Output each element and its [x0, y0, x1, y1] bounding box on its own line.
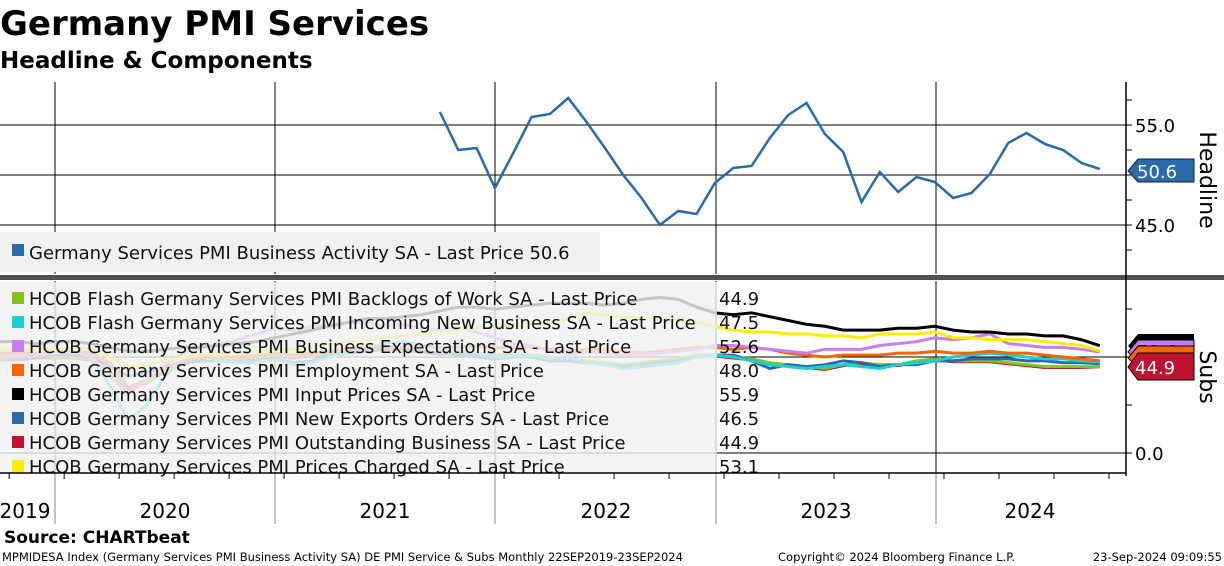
tag-headline-value: 50.6	[1137, 162, 1177, 183]
legend-label: HCOB Germany Services PMI Outstanding Bu…	[29, 433, 626, 454]
legend-last-value: 46.5	[719, 409, 759, 430]
series-line-headline	[438, 96, 1101, 227]
legend-last-value: 44.9	[719, 433, 759, 454]
year-label: 2020	[140, 499, 191, 523]
legend-last-value: 47.5	[719, 313, 759, 334]
legend-swatch	[12, 340, 24, 352]
legend-label: HCOB Germany Services PMI Input Prices S…	[29, 385, 535, 406]
legend-swatch	[12, 364, 24, 376]
legend-label: HCOB Flash Germany Services PMI Incoming…	[29, 313, 696, 334]
headline-legend-box	[0, 232, 600, 272]
year-label: 2019	[0, 499, 50, 523]
year-label: 2023	[801, 499, 852, 523]
legend-label: HCOB Germany Services PMI Prices Charged…	[29, 457, 565, 478]
legend-label: HCOB Germany Services PMI New Exports Or…	[29, 409, 609, 430]
y-tick-55: 55.0	[1135, 116, 1175, 137]
legend-swatch-headline	[12, 244, 24, 256]
legend-last-value: 53.1	[719, 457, 759, 478]
legend-swatch	[12, 412, 24, 424]
legend-label: HCOB Germany Services PMI Business Expec…	[29, 337, 631, 358]
legend-label: HCOB Germany Services PMI Employment SA …	[29, 361, 544, 382]
footer-timestamp: 23-Sep-2024 09:09:55	[1093, 550, 1222, 564]
subs-legend: HCOB Flash Germany Services PMI Backlogs…	[12, 289, 759, 478]
legend-swatch	[12, 388, 24, 400]
headline-plot	[438, 96, 1101, 227]
tag-headline: 50.6	[1127, 158, 1195, 183]
subs-legend-box	[0, 282, 717, 472]
axis-ticks	[8, 99, 1132, 479]
legend-last-value: 48.0	[719, 361, 759, 382]
legend-label-headline: Germany Services PMI Business Activity S…	[29, 243, 570, 264]
footer-ticker: MPMIDESA Index (Germany Services PMI Bus…	[2, 550, 683, 564]
legend-label: HCOB Flash Germany Services PMI Backlogs…	[29, 289, 637, 310]
legend-swatch	[12, 460, 24, 472]
panel-separator[interactable]	[0, 275, 1224, 280]
y-tick-0: 0.0	[1135, 444, 1164, 465]
legend-swatch	[12, 316, 24, 328]
axis-title-headline: Headline	[1194, 131, 1219, 228]
tags-subs: 52.6 44.9	[1127, 334, 1195, 381]
tag-outstanding-value: 44.9	[1135, 358, 1175, 379]
y-tick-45: 45.0	[1135, 216, 1175, 237]
chart-title: Germany PMI Services	[0, 4, 429, 44]
axis-title-subs: Subs	[1194, 350, 1219, 403]
legend-last-value: 52.6	[719, 337, 759, 358]
legend-last-value: 55.9	[719, 385, 759, 406]
year-label: 2022	[581, 499, 632, 523]
year-label: 2024	[1005, 499, 1056, 523]
legend-last-value: 44.9	[719, 289, 759, 310]
x-axis-years: 2019 2020 2021 2022 2023 2024	[0, 499, 1055, 523]
source-label: Source: CHARTbeat	[4, 528, 190, 548]
year-label: 2021	[360, 499, 411, 523]
footer-copyright: Copyright© 2024 Bloomberg Finance L.P.	[778, 550, 1015, 564]
legend-swatch	[12, 436, 24, 448]
legend-swatch	[12, 292, 24, 304]
chart-subtitle: Headline & Components	[0, 48, 313, 74]
